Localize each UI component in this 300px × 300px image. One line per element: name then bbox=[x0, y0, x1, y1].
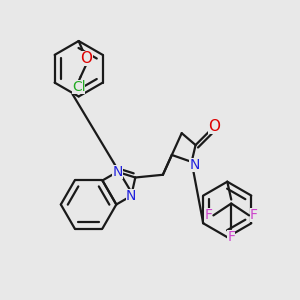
Text: F: F bbox=[227, 230, 235, 244]
Text: F: F bbox=[205, 208, 212, 222]
Text: F: F bbox=[250, 208, 258, 222]
Text: O: O bbox=[208, 119, 220, 134]
Text: Cl: Cl bbox=[72, 80, 86, 94]
Text: N: N bbox=[112, 165, 122, 179]
Text: N: N bbox=[126, 189, 136, 203]
Text: N: N bbox=[189, 158, 200, 172]
Text: O: O bbox=[81, 51, 93, 66]
